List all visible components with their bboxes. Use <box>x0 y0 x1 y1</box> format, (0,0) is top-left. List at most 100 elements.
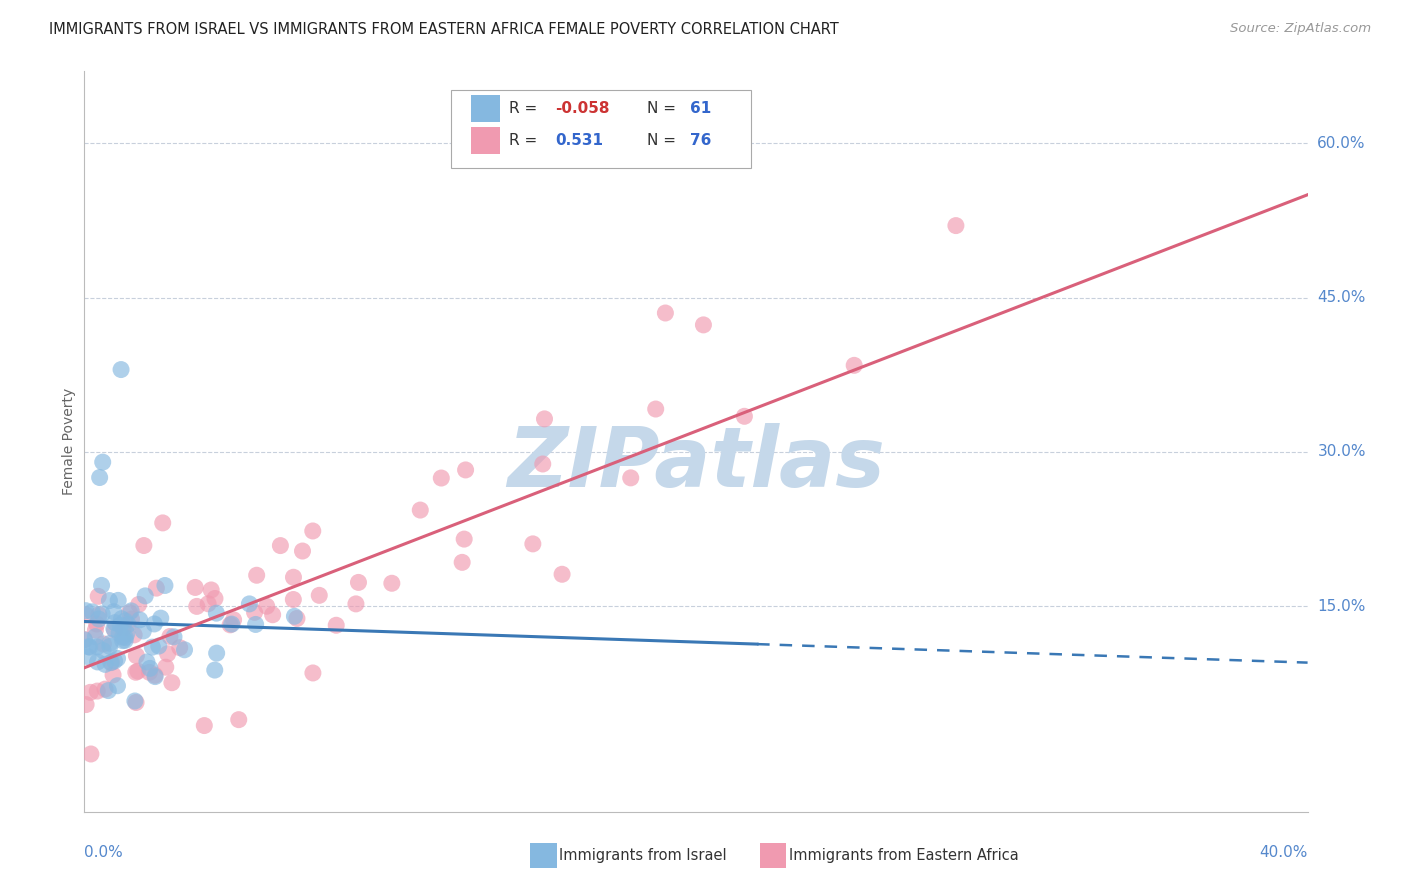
Point <box>103 622 125 636</box>
Point <box>98 636 121 650</box>
Point <box>844 359 866 373</box>
Point <box>111 630 134 644</box>
Text: Immigrants from Eastern Africa: Immigrants from Eastern Africa <box>789 848 1019 863</box>
Point <box>159 630 181 644</box>
Point <box>89 470 111 484</box>
Point <box>222 613 245 627</box>
Point <box>80 747 103 761</box>
Point <box>128 613 150 627</box>
Point <box>132 624 155 638</box>
Point <box>593 136 616 151</box>
FancyBboxPatch shape <box>471 95 501 122</box>
Point <box>75 604 97 618</box>
Point <box>112 621 135 635</box>
Point <box>169 640 191 655</box>
Point <box>451 555 474 569</box>
Text: 60.0%: 60.0% <box>1317 136 1365 151</box>
Point <box>143 616 166 631</box>
Point <box>125 665 148 680</box>
Point <box>262 607 284 622</box>
Text: R =: R = <box>509 133 537 148</box>
FancyBboxPatch shape <box>759 843 786 868</box>
Point <box>197 597 219 611</box>
Point <box>184 581 207 595</box>
Point <box>654 306 676 320</box>
Text: N =: N = <box>647 133 676 148</box>
Point <box>73 632 96 647</box>
Point <box>86 617 108 632</box>
Point <box>200 582 222 597</box>
Point <box>145 581 167 595</box>
Point <box>93 637 115 651</box>
Y-axis label: Female Poverty: Female Poverty <box>62 388 76 495</box>
FancyBboxPatch shape <box>451 90 751 168</box>
Text: Immigrants from Israel: Immigrants from Israel <box>560 848 727 863</box>
Text: 40.0%: 40.0% <box>1260 845 1308 860</box>
Point <box>283 570 305 584</box>
Point <box>104 615 127 630</box>
Point <box>163 630 186 644</box>
Point <box>381 576 404 591</box>
Text: R =: R = <box>509 102 537 116</box>
Point <box>103 654 125 668</box>
Point <box>531 457 554 471</box>
Point <box>620 471 643 485</box>
Point <box>238 597 260 611</box>
Point <box>522 537 544 551</box>
Point <box>107 679 129 693</box>
Point <box>79 640 101 655</box>
Point <box>108 618 131 632</box>
Point <box>205 606 228 620</box>
Point <box>173 642 195 657</box>
Point <box>153 578 176 592</box>
Point <box>152 516 174 530</box>
Point <box>155 660 177 674</box>
Point <box>111 633 134 648</box>
Text: Source: ZipAtlas.com: Source: ZipAtlas.com <box>1230 22 1371 36</box>
Point <box>91 455 114 469</box>
Point <box>125 696 148 710</box>
Point <box>121 612 143 626</box>
Text: N =: N = <box>647 102 676 116</box>
Text: 0.0%: 0.0% <box>84 845 124 860</box>
Text: 76: 76 <box>690 133 711 148</box>
Point <box>98 640 121 654</box>
Text: ZIPatlas: ZIPatlas <box>508 423 884 504</box>
Point <box>733 409 755 424</box>
Point <box>143 669 166 683</box>
Point <box>204 591 226 606</box>
Text: IMMIGRANTS FROM ISRAEL VS IMMIGRANTS FROM EASTERN AFRICA FEMALE POVERTY CORRELAT: IMMIGRANTS FROM ISRAEL VS IMMIGRANTS FRO… <box>49 22 839 37</box>
Point <box>97 683 120 698</box>
Point <box>100 656 122 670</box>
Point <box>84 630 107 644</box>
Point <box>77 640 100 654</box>
Point <box>84 623 107 637</box>
Point <box>453 532 475 546</box>
Point <box>103 605 125 619</box>
Point <box>205 646 228 660</box>
Point <box>325 618 347 632</box>
Point <box>107 651 129 665</box>
Point <box>409 503 432 517</box>
Point <box>122 628 145 642</box>
FancyBboxPatch shape <box>530 843 557 868</box>
Point <box>221 617 243 632</box>
Point <box>103 623 125 637</box>
Point <box>118 606 141 620</box>
Point <box>120 604 142 618</box>
Point <box>100 656 122 670</box>
Point <box>308 588 330 602</box>
Point <box>94 682 117 697</box>
Point <box>128 598 150 612</box>
Point <box>430 471 453 485</box>
Point <box>228 713 250 727</box>
Point <box>551 567 574 582</box>
Point <box>138 665 160 680</box>
Point <box>141 640 163 654</box>
Point <box>86 640 108 654</box>
Point <box>243 605 266 619</box>
Point <box>245 617 267 632</box>
Point <box>110 612 132 626</box>
Point <box>91 643 114 657</box>
Point <box>75 607 97 622</box>
